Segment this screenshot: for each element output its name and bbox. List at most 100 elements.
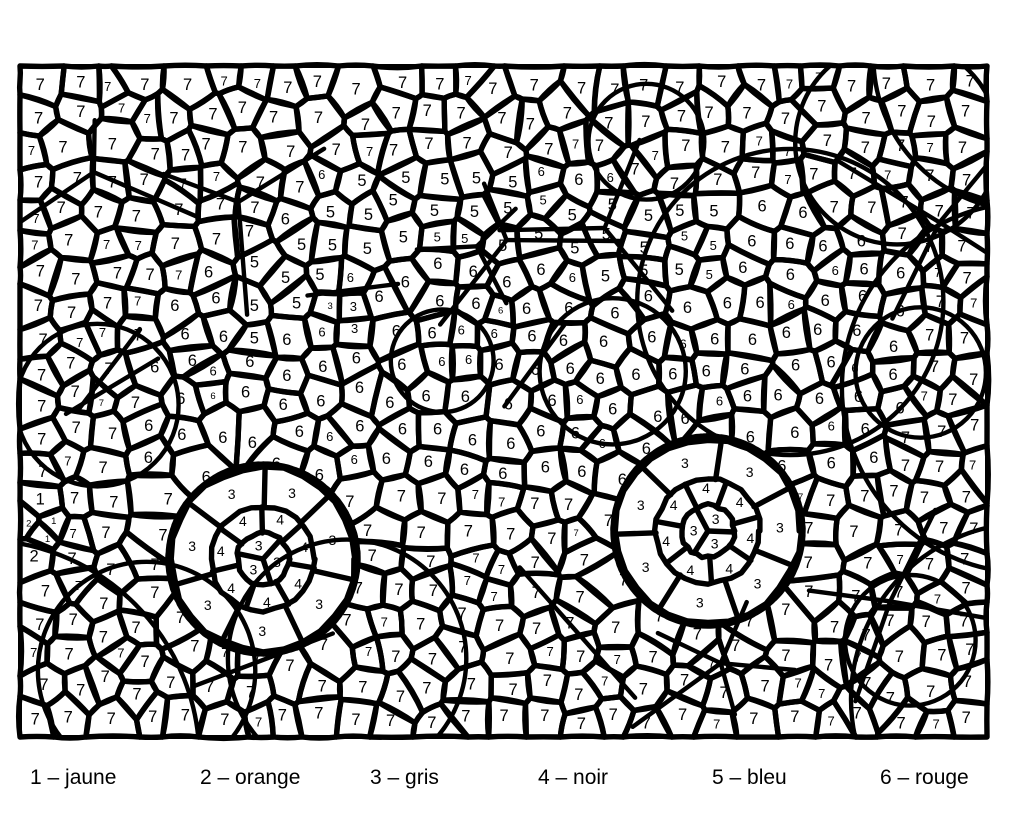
svg-text:7: 7 [354, 580, 363, 598]
svg-text:7: 7 [104, 79, 111, 94]
svg-text:7: 7 [99, 628, 108, 646]
svg-text:3: 3 [228, 486, 236, 502]
svg-text:6: 6 [144, 417, 153, 435]
svg-text:7: 7 [784, 144, 791, 159]
svg-text:7: 7 [576, 589, 585, 607]
svg-text:6: 6 [176, 390, 185, 408]
svg-text:7: 7 [863, 555, 872, 573]
svg-text:7: 7 [641, 113, 650, 131]
svg-text:6: 6 [422, 388, 431, 406]
svg-text:7: 7 [67, 304, 76, 322]
svg-text:7: 7 [416, 616, 425, 634]
svg-text:7: 7 [141, 653, 150, 671]
svg-text:4: 4 [294, 576, 302, 592]
svg-text:6: 6 [424, 453, 433, 471]
svg-text:7: 7 [467, 675, 476, 693]
svg-text:7: 7 [66, 355, 75, 373]
svg-text:6: 6 [896, 399, 905, 417]
svg-text:7: 7 [169, 110, 178, 128]
svg-text:6: 6 [397, 356, 406, 374]
svg-text:7: 7 [428, 651, 437, 669]
svg-text:7: 7 [285, 657, 294, 675]
svg-text:3: 3 [350, 299, 357, 314]
svg-text:7: 7 [461, 708, 470, 726]
svg-text:7: 7 [34, 174, 43, 192]
svg-text:7: 7 [619, 572, 628, 590]
svg-text:6: 6 [748, 331, 757, 349]
svg-text:7: 7 [108, 135, 117, 153]
svg-text:7: 7 [862, 110, 871, 128]
svg-text:7: 7 [495, 617, 504, 635]
svg-text:6: 6 [705, 427, 712, 442]
svg-text:7: 7 [509, 681, 518, 699]
svg-text:7: 7 [798, 492, 803, 503]
svg-text:7: 7 [429, 582, 438, 600]
svg-text:6: 6 [144, 449, 153, 467]
svg-text:4: 4 [670, 497, 678, 513]
svg-text:7: 7 [604, 115, 613, 133]
svg-text:7: 7 [681, 137, 690, 155]
svg-text:6: 6 [599, 436, 606, 451]
svg-text:2: 2 [26, 519, 31, 530]
svg-text:7: 7 [103, 237, 110, 252]
svg-text:7: 7 [713, 171, 722, 189]
svg-text:5: 5 [675, 202, 684, 220]
svg-text:7: 7 [677, 108, 686, 126]
svg-text:7: 7 [113, 264, 122, 282]
svg-text:7: 7 [238, 99, 247, 117]
svg-text:7: 7 [64, 231, 73, 249]
svg-text:7: 7 [220, 73, 227, 88]
svg-text:7: 7 [678, 706, 687, 724]
svg-text:3: 3 [255, 537, 263, 553]
svg-text:5: 5 [399, 229, 408, 247]
svg-text:6: 6 [218, 429, 227, 447]
svg-text:7: 7 [318, 678, 327, 696]
svg-text:6: 6 [318, 167, 325, 182]
svg-text:6: 6 [316, 392, 325, 410]
svg-text:6: 6 [777, 458, 786, 476]
svg-text:7: 7 [58, 138, 67, 156]
svg-text:7: 7 [886, 689, 895, 707]
svg-text:7: 7 [576, 648, 585, 666]
svg-text:1: 1 [51, 516, 56, 527]
svg-text:1: 1 [45, 534, 50, 545]
svg-text:6: 6 [827, 353, 836, 371]
svg-text:7: 7 [530, 495, 539, 513]
svg-text:7: 7 [278, 707, 287, 725]
svg-text:7: 7 [208, 106, 217, 124]
svg-text:6: 6 [209, 363, 216, 378]
svg-text:7: 7 [935, 202, 944, 220]
svg-text:5: 5 [461, 231, 468, 246]
svg-text:5: 5 [357, 172, 366, 190]
svg-text:7: 7 [103, 294, 112, 312]
svg-text:6: 6 [279, 396, 288, 414]
svg-text:5: 5 [328, 237, 337, 255]
svg-text:7: 7 [65, 645, 74, 663]
svg-text:5: 5 [508, 174, 517, 192]
svg-text:6: 6 [782, 324, 791, 342]
svg-text:6: 6 [460, 461, 469, 479]
svg-text:7: 7 [925, 327, 934, 345]
svg-text:5: 5 [292, 294, 301, 312]
svg-text:3: 3 [351, 321, 358, 336]
svg-text:7: 7 [652, 148, 659, 163]
svg-text:7: 7 [540, 707, 549, 725]
svg-text:7: 7 [108, 425, 117, 443]
svg-text:7: 7 [286, 143, 295, 161]
svg-text:5: 5 [434, 230, 441, 245]
svg-text:7: 7 [969, 371, 978, 389]
svg-text:5: 5 [534, 225, 543, 243]
svg-text:7: 7 [862, 675, 871, 693]
svg-text:7: 7 [117, 646, 124, 661]
svg-text:7: 7 [32, 211, 39, 226]
svg-text:6: 6 [398, 420, 407, 438]
svg-text:7: 7 [134, 326, 143, 344]
svg-text:6: 6 [854, 388, 863, 406]
svg-text:7: 7 [76, 103, 85, 121]
svg-text:6: 6 [392, 323, 401, 341]
svg-text:7: 7 [601, 674, 608, 689]
svg-text:7: 7 [693, 625, 702, 643]
svg-text:6: 6 [347, 270, 354, 285]
svg-text:3: 3 [250, 562, 258, 578]
svg-text:6: 6 [679, 337, 686, 352]
